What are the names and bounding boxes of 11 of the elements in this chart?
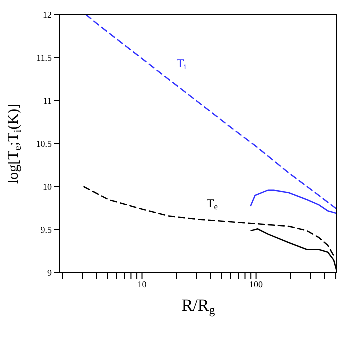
y-tick-label: 10: [43, 182, 52, 192]
x-tick-label: 100: [250, 279, 264, 290]
y-tick-label: 10.5: [36, 139, 52, 150]
y-tick-label: 9.5: [40, 225, 52, 236]
series-label: T$_{i}$: [176, 56, 188, 72]
series-label: T$_{e}$: [206, 196, 218, 212]
y-tick-label: 9: [48, 268, 52, 278]
x-axis-title: R/R$_{g}$: [182, 296, 216, 317]
y-tick-label: 12: [43, 10, 52, 20]
y-tick-label: 11: [43, 96, 52, 106]
y-tick-label: 11.5: [36, 53, 52, 64]
